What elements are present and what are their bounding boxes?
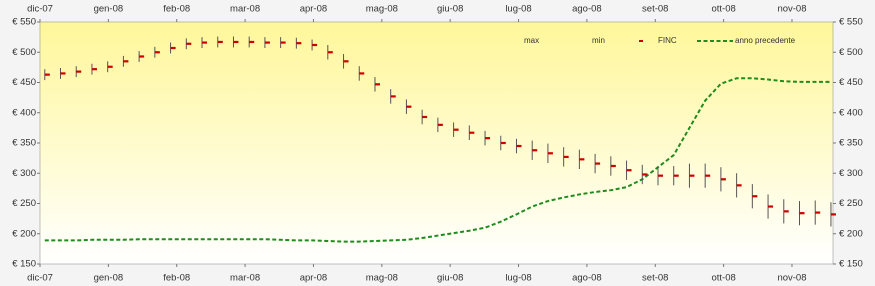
x-tick-label: mar-08 <box>230 273 260 284</box>
y-tick-label: € 350 <box>12 138 36 149</box>
x-tick-label: gen-08 <box>94 273 124 284</box>
x-tick-label: ott-08 <box>711 273 735 284</box>
x2-tick-label: dic-07 <box>27 4 53 15</box>
y-tick-label: € 250 <box>12 198 36 209</box>
y-tick-label: € 150 <box>12 259 36 270</box>
x-tick-label: nov-08 <box>777 273 806 284</box>
x2-tick-label: apr-08 <box>300 4 327 15</box>
y2-tick-label: € 400 <box>839 107 863 118</box>
x2-tick-label: lug-08 <box>505 4 531 15</box>
legend-label: FINC <box>658 36 677 45</box>
x-tick-label: apr-08 <box>300 273 327 284</box>
x2-tick-label: mag-08 <box>366 4 398 15</box>
x2-tick-label: set-08 <box>642 4 668 15</box>
line-anno-precedente <box>44 77 831 243</box>
y2-tick-label: € 200 <box>839 228 863 239</box>
y-tick-label: € 400 <box>12 107 36 118</box>
y-tick-label: € 300 <box>12 168 36 179</box>
legend-label: min <box>592 36 605 45</box>
y-tick-label: € 500 <box>12 47 36 58</box>
x-tick-label: feb-08 <box>163 273 190 284</box>
x-tick-label: giu-08 <box>437 273 463 284</box>
plot-area <box>39 21 834 265</box>
x2-tick-label: giu-08 <box>437 4 463 15</box>
x2-tick-label: nov-08 <box>777 4 806 15</box>
y2-tick-label: € 250 <box>839 198 863 209</box>
x2-tick-label: feb-08 <box>163 4 190 15</box>
x2-tick-label: mar-08 <box>230 4 260 15</box>
x-tick-label: set-08 <box>642 273 668 284</box>
y-tick-label: € 550 <box>12 17 36 28</box>
x-tick-label: dic-07 <box>27 273 53 284</box>
y2-tick-label: € 350 <box>839 138 863 149</box>
x2-tick-label: ott-08 <box>711 4 735 15</box>
legend-label: anno precedente <box>735 36 796 45</box>
y2-tick-label: € 550 <box>839 17 863 28</box>
y2-tick-label: € 450 <box>839 77 863 88</box>
y2-tick-label: € 150 <box>839 259 863 270</box>
y2-tick-label: € 500 <box>839 47 863 58</box>
x-tick-label: lug-08 <box>505 273 531 284</box>
y2-tick-label: € 300 <box>839 168 863 179</box>
legend-label: max <box>524 36 539 45</box>
x2-tick-label: gen-08 <box>94 4 124 15</box>
y-tick-label: € 200 <box>12 228 36 239</box>
x-tick-label: ago-08 <box>572 273 602 284</box>
y-tick-label: € 450 <box>12 77 36 88</box>
x-tick-label: mag-08 <box>366 273 398 284</box>
x2-tick-label: ago-08 <box>572 4 602 15</box>
